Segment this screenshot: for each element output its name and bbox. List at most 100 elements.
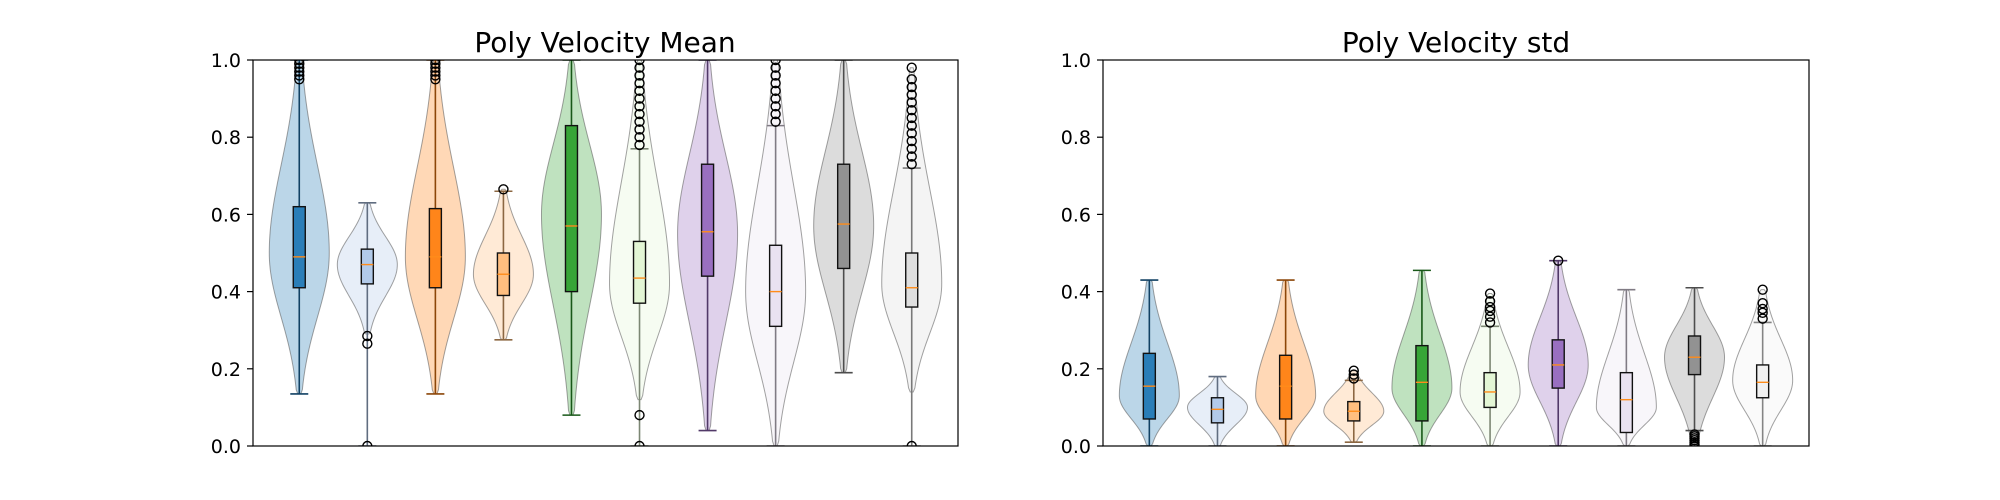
iqr-box [632, 240, 647, 304]
outlier-point [906, 97, 917, 108]
axes-frame [252, 59, 959, 447]
y-tick-label: 0.0 [211, 436, 241, 458]
violin-series-7 [677, 60, 739, 432]
outlier-point [906, 89, 917, 100]
outlier-point [634, 70, 645, 81]
outlier-point [498, 184, 509, 195]
violin-series-2 [1186, 375, 1248, 446]
outlier-point [906, 62, 917, 73]
outlier-point [906, 120, 917, 131]
outlier-point [294, 60, 305, 70]
iqr-box [1755, 364, 1770, 399]
violin-series-2 [336, 202, 398, 446]
outlier-point [906, 112, 917, 124]
violin-series-9 [813, 60, 875, 374]
iqr-box [768, 244, 783, 328]
outlier-point [634, 93, 645, 104]
outlier-point [430, 60, 441, 66]
y-tick-label: 0.2 [211, 359, 241, 381]
outlier-point [906, 440, 917, 446]
outlier-point [1348, 369, 1359, 380]
iqr-box [564, 124, 579, 293]
violin-series-10 [881, 62, 943, 446]
outlier-point [906, 74, 917, 85]
violin-series-10 [1732, 284, 1794, 446]
outlier-point [294, 66, 305, 77]
y-tick-label: 0.8 [1061, 127, 1091, 149]
y-tick-label: 0.4 [211, 282, 241, 304]
y-tick-label: 0.2 [1061, 359, 1091, 381]
outlier-point [634, 77, 645, 89]
outlier-point [634, 85, 645, 97]
violin-series-6 [609, 60, 671, 446]
outlier-point [294, 70, 305, 81]
iqr-box [1415, 344, 1429, 422]
y-tick-label: 0.4 [1061, 282, 1091, 304]
outlier-point [1757, 297, 1768, 309]
outlier-point [1484, 301, 1496, 313]
iqr-box [292, 205, 306, 289]
iqr-box [360, 248, 375, 285]
outlier-point [906, 104, 917, 116]
outlier-point [634, 116, 645, 127]
outlier-point [430, 62, 441, 73]
iqr-box [1278, 354, 1293, 420]
outlier-point [770, 93, 781, 104]
y-tick-label: 1.0 [211, 50, 241, 72]
outlier-point [770, 108, 781, 120]
outlier-point [1484, 317, 1496, 328]
y-tick-label: 0.0 [1061, 436, 1091, 458]
iqr-box [1619, 371, 1634, 434]
violin-series-1 [1118, 279, 1180, 446]
outlier-point [634, 108, 645, 120]
y-tick-label: 1.0 [1061, 50, 1091, 72]
outlier-point [430, 66, 441, 77]
outlier-point [770, 62, 781, 73]
outlier-point [770, 70, 781, 81]
violin-panel-std: Poly Velocity std 0.0 0.2 0.4 0.6 0.8 1.0 [1061, 26, 1810, 458]
iqr-box [1483, 371, 1497, 409]
outlier-point [362, 338, 373, 349]
outlier-point [1348, 365, 1359, 376]
violin-series-8 [1595, 288, 1657, 446]
iqr-box [428, 207, 443, 289]
outlier-point [770, 85, 781, 97]
outlier-point [634, 60, 645, 66]
outlier-point [634, 440, 645, 446]
iqr-box [905, 252, 919, 308]
outlier-point [906, 143, 917, 154]
violin-series-9 [1664, 286, 1726, 446]
outlier-point [906, 159, 917, 170]
outlier-point [1348, 373, 1359, 384]
violin-panel-mean: Poly Velocity Mean 0.0 0.2 0.4 0.6 0.8 1.0 [211, 26, 959, 458]
axes-frame [1102, 59, 1810, 447]
outlier-point [634, 139, 645, 151]
outlier-point [906, 135, 917, 147]
outlier-point [1757, 284, 1768, 295]
violin-series-1 [268, 60, 330, 395]
violin-series-8 [745, 60, 807, 446]
iqr-box [700, 163, 715, 277]
outlier-point [634, 131, 645, 143]
outlier-point [430, 74, 441, 85]
panel-title: Poly Velocity std [1342, 26, 1570, 59]
y-tick-label: 0.6 [211, 204, 241, 226]
violin-series-5 [1391, 269, 1453, 446]
y-tick-label: 0.8 [211, 127, 241, 149]
outlier-point [634, 101, 645, 112]
outlier-point [430, 70, 441, 81]
outlier-point [906, 81, 917, 93]
panel-title: Poly Velocity Mean [474, 26, 735, 59]
outlier-point [906, 128, 917, 139]
outlier-point [1484, 288, 1496, 299]
outlier-point [362, 330, 373, 342]
outlier-point [1484, 296, 1496, 307]
outlier-point [634, 62, 645, 73]
outlier-point [430, 60, 441, 70]
outlier-point [770, 101, 781, 112]
outlier-point [294, 74, 305, 85]
iqr-box [1551, 339, 1565, 389]
outlier-point [294, 62, 305, 73]
y-tick-label: 0.6 [1061, 204, 1091, 226]
outlier-point [770, 60, 781, 66]
